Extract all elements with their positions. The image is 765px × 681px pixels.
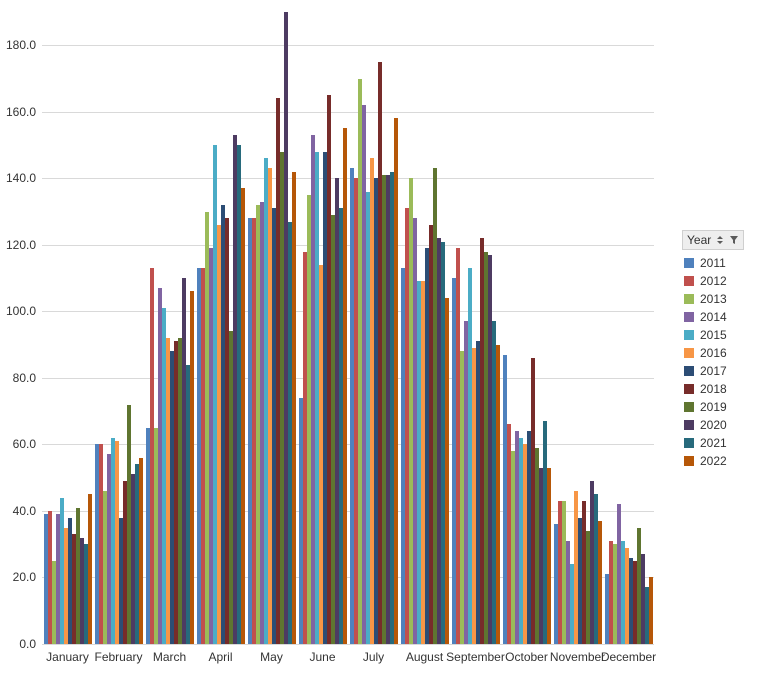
- bar: [547, 468, 551, 644]
- y-axis-tick-label: 120.0: [6, 238, 42, 252]
- x-axis-tick-label: December: [601, 644, 656, 664]
- y-axis-tick-label: 100.0: [6, 304, 42, 318]
- y-axis-tick-label: 0.0: [19, 637, 42, 651]
- legend-swatch: [684, 456, 694, 466]
- gridline: [42, 178, 654, 179]
- legend-item-label: 2018: [700, 380, 727, 398]
- legend-swatch: [684, 348, 694, 358]
- gridline: [42, 311, 654, 312]
- legend-item[interactable]: 2019: [682, 398, 744, 416]
- legend-item-label: 2013: [700, 290, 727, 308]
- gridline: [42, 45, 654, 46]
- y-axis-tick-label: 140.0: [6, 171, 42, 185]
- legend-item[interactable]: 2016: [682, 344, 744, 362]
- legend-item-label: 2019: [700, 398, 727, 416]
- legend-item[interactable]: 2021: [682, 434, 744, 452]
- legend-filter-button[interactable]: Year: [682, 230, 744, 250]
- legend-item[interactable]: 2022: [682, 452, 744, 470]
- legend-swatch: [684, 384, 694, 394]
- legend-item-label: 2012: [700, 272, 727, 290]
- legend-item-label: 2016: [700, 344, 727, 362]
- y-axis-tick-label: 60.0: [13, 437, 42, 451]
- legend-swatch: [684, 276, 694, 286]
- x-axis-tick-label: September: [446, 644, 505, 664]
- legend-title: Year: [687, 233, 711, 247]
- gridline: [42, 112, 654, 113]
- legend-swatch: [684, 258, 694, 268]
- bar: [394, 118, 398, 644]
- gridline: [42, 378, 654, 379]
- legend-item[interactable]: 2012: [682, 272, 744, 290]
- legend-item[interactable]: 2015: [682, 326, 744, 344]
- legend-item[interactable]: 2018: [682, 380, 744, 398]
- bar: [139, 458, 143, 644]
- x-axis-tick-label: April: [208, 644, 232, 664]
- x-axis-tick-label: May: [260, 644, 283, 664]
- bar: [241, 188, 245, 644]
- legend-swatch: [684, 366, 694, 376]
- legend-item-label: 2014: [700, 308, 727, 326]
- bar: [292, 172, 296, 644]
- chart-container: 0.0 20.0 40.0 60.0 80.0 100.0 120.0 140.0 160.0 1…: [0, 0, 765, 681]
- legend-item-label: 2017: [700, 362, 727, 380]
- legend-swatch: [684, 420, 694, 430]
- legend-swatch: [684, 312, 694, 322]
- bar: [88, 494, 92, 644]
- legend-item[interactable]: 2011: [682, 254, 744, 272]
- x-axis-tick-label: October: [505, 644, 548, 664]
- legend-item-label: 2021: [700, 434, 727, 452]
- legend: Year 20112012201320142015201620172018201…: [682, 230, 744, 470]
- bar: [190, 291, 194, 644]
- legend-item-label: 2022: [700, 452, 727, 470]
- legend-item[interactable]: 2020: [682, 416, 744, 434]
- bar: [649, 577, 653, 644]
- sort-icon: [715, 235, 725, 245]
- x-axis-tick-label: August: [406, 644, 443, 664]
- bar: [496, 345, 500, 644]
- y-axis-tick-label: 20.0: [13, 570, 42, 584]
- gridline: [42, 245, 654, 246]
- legend-swatch: [684, 330, 694, 340]
- legend-swatch: [684, 438, 694, 448]
- y-axis-tick-label: 160.0: [6, 105, 42, 119]
- y-axis-tick-label: 40.0: [13, 504, 42, 518]
- legend-item[interactable]: 2017: [682, 362, 744, 380]
- y-axis-tick-label: 180.0: [6, 38, 42, 52]
- bar: [445, 298, 449, 644]
- x-axis-tick-label: June: [309, 644, 335, 664]
- legend-item[interactable]: 2014: [682, 308, 744, 326]
- legend-item-label: 2020: [700, 416, 727, 434]
- x-axis-tick-label: March: [153, 644, 186, 664]
- x-axis-tick-label: July: [363, 644, 384, 664]
- x-axis-tick-label: November: [550, 644, 605, 664]
- y-axis-tick-label: 80.0: [13, 371, 42, 385]
- bar: [598, 521, 602, 644]
- legend-item[interactable]: 2013: [682, 290, 744, 308]
- x-axis-tick-label: January: [46, 644, 89, 664]
- bar: [343, 128, 347, 644]
- funnel-icon: [729, 235, 739, 245]
- legend-item-label: 2011: [700, 254, 726, 272]
- legend-swatch: [684, 294, 694, 304]
- legend-swatch: [684, 402, 694, 412]
- plot-area: 0.020.040.060.080.0100.0120.0140.0160.01…: [42, 12, 654, 644]
- legend-items: 2011201220132014201520162017201820192020…: [682, 254, 744, 470]
- x-axis-tick-label: February: [94, 644, 142, 664]
- gridline: [42, 444, 654, 445]
- legend-item-label: 2015: [700, 326, 727, 344]
